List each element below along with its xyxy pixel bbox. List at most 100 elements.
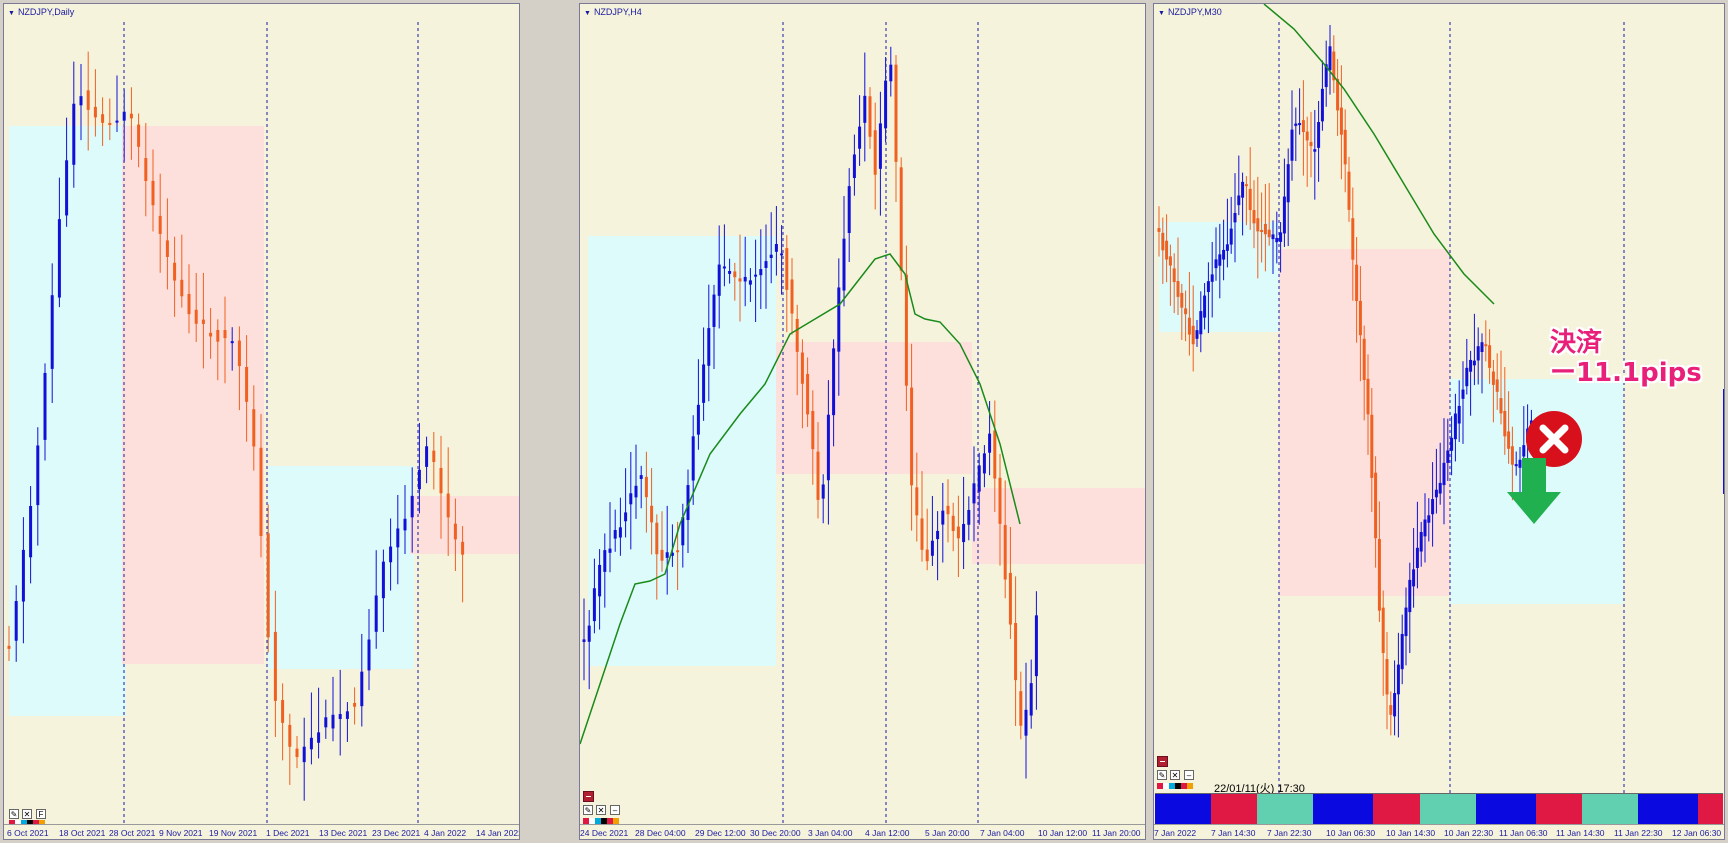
session-segment xyxy=(1582,794,1639,825)
candle-body xyxy=(209,332,213,337)
candle-body xyxy=(1366,378,1370,415)
moving-average-line xyxy=(580,253,1021,745)
candle-body xyxy=(920,518,924,550)
minimize-button[interactable]: – xyxy=(610,805,620,815)
candle-body xyxy=(259,447,263,536)
candle-body xyxy=(712,294,716,327)
candle-body xyxy=(613,530,617,539)
candle-body xyxy=(1438,482,1442,494)
close-icon[interactable]: ✕ xyxy=(1170,770,1180,780)
candle-body xyxy=(1014,623,1018,681)
candle-body xyxy=(338,714,342,720)
candle-body xyxy=(137,124,141,147)
candle-body xyxy=(1469,359,1473,372)
candle-body xyxy=(650,505,654,523)
time-tick-label: 12 Jan 06:30 xyxy=(1672,828,1722,838)
candle-body xyxy=(936,530,940,540)
candle-body xyxy=(655,522,659,555)
candle-body xyxy=(790,279,794,314)
candle-body xyxy=(432,450,436,462)
indicator-minimize-button[interactable] xyxy=(583,791,594,802)
candle-body xyxy=(941,510,945,525)
candle-body xyxy=(1396,664,1400,695)
candle-body xyxy=(1237,195,1241,206)
candle-body xyxy=(1195,330,1199,339)
candle-body xyxy=(1389,705,1393,715)
chart-panel-daily[interactable]: ▼ NZDJPY,Daily ✎ ✕ F 6 Oct 2021 18 Oct 202… xyxy=(3,3,520,840)
chart-title: ▼ NZDJPY,Daily xyxy=(8,7,75,17)
candle-body xyxy=(223,330,227,339)
indicator-minimize-button[interactable] xyxy=(1157,756,1168,767)
time-tick-label: 1 Dec 2021 xyxy=(266,828,310,838)
trade-zone xyxy=(588,236,776,666)
pencil-icon[interactable]: ✎ xyxy=(1157,770,1167,780)
close-icon[interactable]: ✕ xyxy=(596,805,606,815)
candle-body xyxy=(587,625,591,642)
candle-body xyxy=(309,737,313,750)
candle-body xyxy=(764,261,768,268)
candle-body xyxy=(72,103,76,165)
candle-body xyxy=(453,523,457,540)
candle-body xyxy=(331,714,335,729)
candle-body xyxy=(403,518,407,531)
candle-body xyxy=(151,180,155,206)
trade-zone xyxy=(122,126,264,664)
candle-body xyxy=(858,126,862,149)
f-button[interactable]: F xyxy=(36,809,46,819)
candle-body xyxy=(1453,413,1457,440)
h4-chart-canvas xyxy=(580,22,1145,827)
candle-body xyxy=(1404,607,1408,637)
trade-zone xyxy=(410,496,519,554)
candle-body xyxy=(1488,345,1492,368)
candle-body xyxy=(962,523,966,543)
candle-body xyxy=(717,264,721,296)
candle-body xyxy=(122,111,126,121)
candle-body xyxy=(806,373,810,415)
time-tick-label: 13 Dec 2021 xyxy=(319,828,368,838)
chart-title: ▼ NZDJPY,M30 xyxy=(1158,7,1222,17)
candle-body xyxy=(1480,342,1484,352)
pencil-icon[interactable]: ✎ xyxy=(9,809,19,819)
pencil-icon[interactable]: ✎ xyxy=(583,805,593,815)
candle-body xyxy=(738,278,742,282)
candle-body xyxy=(665,552,669,558)
candle-body xyxy=(1408,579,1412,613)
trade-zone xyxy=(972,488,1145,564)
candle-body xyxy=(1431,499,1435,515)
session-segment xyxy=(1373,794,1420,825)
time-tick-label: 11 Jan 22:30 xyxy=(1614,828,1663,838)
down-arrow-icon xyxy=(1507,458,1561,524)
close-icon[interactable]: ✕ xyxy=(22,809,32,819)
candle-body xyxy=(774,243,778,252)
chart-panel-m30[interactable]: ▼ NZDJPY,M30 決済 ー11.1pips ✎ ✕ – 22/01/11(… xyxy=(1153,3,1725,840)
candle-body xyxy=(1024,709,1028,736)
candle-body xyxy=(1294,123,1298,126)
candle-body xyxy=(1355,264,1359,302)
candle-body xyxy=(173,262,177,281)
candle-body xyxy=(1034,615,1038,677)
candle-body xyxy=(691,436,695,481)
minimize-button[interactable]: – xyxy=(1184,770,1194,780)
candle-body xyxy=(998,477,1002,524)
candle-body xyxy=(1412,569,1416,587)
candle-body xyxy=(759,269,763,276)
candle-body xyxy=(1271,234,1275,240)
candle-body xyxy=(951,515,955,532)
candle-body xyxy=(1457,405,1461,424)
candle-body xyxy=(1351,218,1355,260)
candle-body xyxy=(1320,88,1324,122)
candle-body xyxy=(374,595,378,632)
candle-body xyxy=(977,465,981,492)
candle-body xyxy=(21,549,25,602)
session-color-bar xyxy=(1155,793,1724,825)
m30-chart-canvas xyxy=(1157,4,1724,827)
session-segment xyxy=(1638,794,1698,825)
candle-body xyxy=(1465,367,1469,387)
candle-body xyxy=(707,328,711,366)
candle-body xyxy=(1229,228,1233,245)
candle-body xyxy=(722,266,726,269)
chart-panel-h4[interactable]: ▼ NZDJPY,H4 ✎ ✕ – 24 Dec 2021 28 Dec 04:00… xyxy=(579,3,1146,840)
candle-body xyxy=(93,106,97,118)
candle-body xyxy=(1514,464,1518,467)
candle-body xyxy=(1434,489,1438,498)
